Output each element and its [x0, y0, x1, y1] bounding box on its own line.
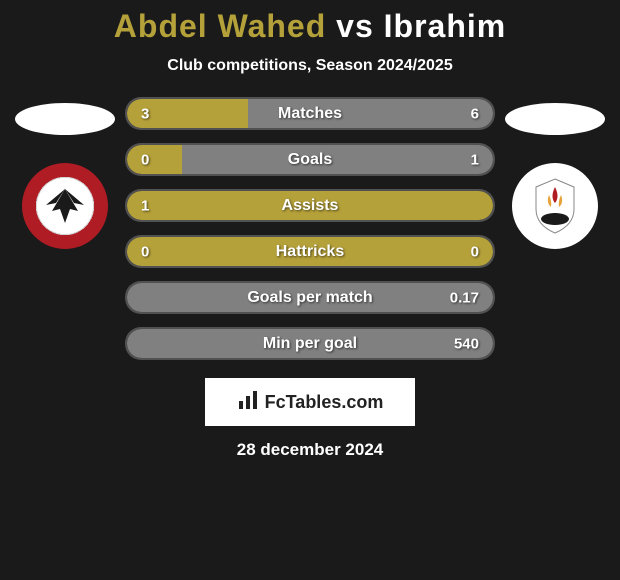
- stat-bar: Assists1: [125, 189, 495, 222]
- stats-column: Matches36Goals01Assists1Hattricks00Goals…: [125, 97, 495, 360]
- team-left-logo: [22, 163, 108, 249]
- page-title: Abdel Wahed vs Ibrahim: [0, 8, 620, 45]
- comparison-card: Abdel Wahed vs Ibrahim Club competitions…: [0, 0, 620, 460]
- chart-icon: [237, 389, 259, 416]
- subtitle: Club competitions, Season 2024/2025: [0, 57, 620, 75]
- stat-bar: Matches3 6: [125, 97, 495, 130]
- vs-text: vs: [336, 8, 374, 44]
- site-logo[interactable]: FcTables.com: [205, 378, 415, 426]
- stat-bar: Min per goal540: [125, 327, 495, 360]
- stat-value-right: 540: [454, 335, 479, 352]
- site-name: FcTables.com: [265, 392, 384, 413]
- player-right-avatar: [505, 103, 605, 135]
- stat-value-left: 0: [141, 151, 149, 168]
- stat-label: Goals: [127, 151, 493, 169]
- flame-shield-icon: [520, 171, 590, 241]
- stat-label: Min per goal: [127, 335, 493, 353]
- player-right-name: Ibrahim: [384, 8, 507, 44]
- team-right-logo: [512, 163, 598, 249]
- stat-label: Goals per match: [127, 289, 493, 307]
- stat-label: Matches: [127, 105, 493, 123]
- eagle-icon: [38, 179, 92, 233]
- right-column: [505, 97, 605, 249]
- stat-value-right: 6: [471, 105, 479, 122]
- player-left-avatar: [15, 103, 115, 135]
- left-column: [15, 97, 115, 249]
- stat-value-left: 0: [141, 243, 149, 260]
- stat-value-left: 1: [141, 197, 149, 214]
- stat-label: Assists: [127, 197, 493, 215]
- content-row: Matches36Goals01Assists1Hattricks00Goals…: [0, 97, 620, 360]
- player-left-name: Abdel Wahed: [114, 8, 326, 44]
- stat-bar: Goals per match0.17: [125, 281, 495, 314]
- date-text: 28 december 2024: [0, 440, 620, 460]
- stat-value-right: 1: [471, 151, 479, 168]
- stat-label: Hattricks: [127, 243, 493, 261]
- stat-value-right: 0.17: [450, 289, 479, 306]
- stat-value-right: 0: [471, 243, 479, 260]
- stat-bar: Goals0 1: [125, 143, 495, 176]
- stat-value-left: 3: [141, 105, 149, 122]
- stat-bar: Hattricks0 0: [125, 235, 495, 268]
